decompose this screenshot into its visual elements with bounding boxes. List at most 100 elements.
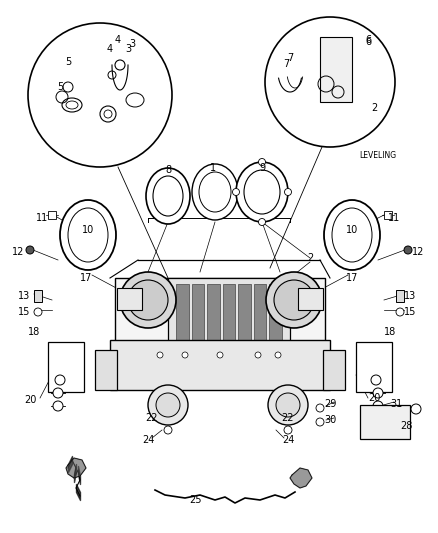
Bar (356, 342, 392, 392)
Text: 5: 5 (57, 82, 63, 92)
Text: 8: 8 (165, 165, 171, 175)
Text: 17: 17 (346, 273, 358, 283)
Ellipse shape (60, 200, 116, 270)
Ellipse shape (332, 208, 372, 262)
Bar (238, 284, 251, 350)
Text: 30: 30 (324, 415, 336, 425)
Ellipse shape (192, 164, 238, 220)
Circle shape (284, 426, 292, 434)
Text: 15: 15 (18, 307, 30, 317)
Text: 13: 13 (18, 291, 30, 301)
Bar (254, 284, 266, 350)
Bar (110, 340, 330, 390)
Text: 31: 31 (390, 399, 402, 409)
Circle shape (34, 308, 42, 316)
Text: 3: 3 (129, 39, 135, 49)
Bar (360, 405, 410, 439)
Text: 7: 7 (283, 59, 289, 69)
Bar (320, 37, 352, 102)
Text: 18: 18 (384, 327, 396, 337)
Ellipse shape (236, 162, 288, 222)
Circle shape (276, 393, 300, 417)
Text: 7: 7 (287, 53, 293, 63)
Text: 20: 20 (368, 393, 380, 403)
Circle shape (404, 246, 412, 254)
Text: 22: 22 (146, 413, 158, 423)
Text: 15: 15 (404, 307, 416, 317)
Circle shape (266, 272, 322, 328)
Polygon shape (66, 458, 86, 478)
Bar (298, 288, 323, 310)
Text: 11: 11 (388, 213, 400, 223)
Text: 10: 10 (82, 225, 94, 235)
Circle shape (274, 280, 314, 320)
Text: 6: 6 (365, 37, 371, 47)
Circle shape (128, 280, 168, 320)
Text: 29: 29 (324, 399, 336, 409)
Ellipse shape (146, 168, 190, 224)
Polygon shape (290, 468, 312, 488)
Circle shape (255, 352, 261, 358)
Bar (95, 350, 117, 390)
Circle shape (53, 388, 63, 398)
Text: 3: 3 (125, 44, 131, 54)
Bar (223, 284, 236, 350)
Bar (207, 284, 220, 350)
Circle shape (373, 388, 383, 398)
Text: 9: 9 (259, 163, 265, 173)
Circle shape (233, 189, 240, 196)
Text: 1: 1 (210, 163, 216, 173)
Ellipse shape (324, 200, 380, 270)
Text: 5: 5 (65, 57, 71, 67)
Circle shape (157, 352, 163, 358)
Bar (323, 350, 345, 390)
Text: 25: 25 (190, 495, 202, 505)
Ellipse shape (244, 170, 280, 214)
Text: LEVELING: LEVELING (360, 150, 396, 159)
Bar (48, 211, 56, 219)
Circle shape (371, 375, 381, 385)
Text: 12: 12 (12, 247, 24, 257)
Bar (191, 284, 205, 350)
Text: 24: 24 (142, 435, 154, 445)
Ellipse shape (68, 208, 108, 262)
Bar (384, 211, 392, 219)
Circle shape (268, 385, 308, 425)
Bar (168, 278, 290, 356)
Bar (117, 288, 142, 310)
Circle shape (53, 401, 63, 411)
Circle shape (373, 401, 383, 411)
Bar (34, 290, 42, 302)
Circle shape (55, 375, 65, 385)
Text: 20: 20 (24, 395, 36, 405)
Circle shape (156, 393, 180, 417)
Circle shape (316, 404, 324, 412)
Text: 24: 24 (282, 435, 294, 445)
Circle shape (28, 23, 172, 167)
Circle shape (265, 17, 395, 147)
Text: 28: 28 (400, 421, 412, 431)
Circle shape (411, 404, 421, 414)
Circle shape (164, 426, 172, 434)
Text: 2: 2 (307, 253, 313, 263)
Text: 12: 12 (412, 247, 424, 257)
Ellipse shape (153, 176, 183, 216)
Text: 22: 22 (282, 413, 294, 423)
Circle shape (148, 385, 188, 425)
Circle shape (258, 219, 265, 225)
Circle shape (120, 272, 176, 328)
Text: 10: 10 (346, 225, 358, 235)
Bar (48, 342, 84, 392)
Circle shape (396, 308, 404, 316)
Text: 6: 6 (365, 35, 371, 45)
Text: 13: 13 (404, 291, 416, 301)
Circle shape (275, 352, 281, 358)
Text: 18: 18 (28, 327, 40, 337)
Text: 4: 4 (115, 35, 121, 45)
Bar (115, 278, 325, 380)
Circle shape (258, 158, 265, 166)
Bar (176, 284, 189, 350)
Circle shape (26, 246, 34, 254)
Text: 11: 11 (36, 213, 48, 223)
Circle shape (316, 418, 324, 426)
